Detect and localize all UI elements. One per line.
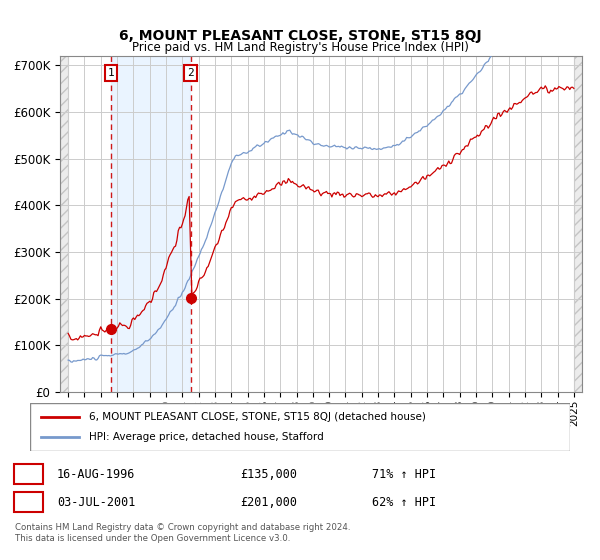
Bar — [60, 56, 68, 392]
Text: Price paid vs. HM Land Registry's House Price Index (HPI): Price paid vs. HM Land Registry's House … — [131, 41, 469, 54]
Text: 6, MOUNT PLEASANT CLOSE, STONE, ST15 8QJ: 6, MOUNT PLEASANT CLOSE, STONE, ST15 8QJ — [119, 29, 481, 44]
Bar — [111, 56, 190, 392]
Text: 2: 2 — [187, 68, 194, 78]
Text: 1: 1 — [107, 68, 114, 78]
Text: 71% ↑ HPI: 71% ↑ HPI — [372, 468, 436, 481]
Text: Contains HM Land Registry data © Crown copyright and database right 2024.
This d: Contains HM Land Registry data © Crown c… — [15, 524, 350, 543]
Text: £135,000: £135,000 — [240, 468, 297, 481]
Text: 6, MOUNT PLEASANT CLOSE, STONE, ST15 8QJ (detached house): 6, MOUNT PLEASANT CLOSE, STONE, ST15 8QJ… — [89, 412, 426, 422]
Text: £201,000: £201,000 — [240, 496, 297, 509]
Text: 03-JUL-2001: 03-JUL-2001 — [57, 496, 136, 509]
Text: 16-AUG-1996: 16-AUG-1996 — [57, 468, 136, 481]
Text: 62% ↑ HPI: 62% ↑ HPI — [372, 496, 436, 509]
Text: 2: 2 — [25, 496, 32, 509]
FancyBboxPatch shape — [30, 403, 570, 451]
Text: HPI: Average price, detached house, Stafford: HPI: Average price, detached house, Staf… — [89, 432, 324, 442]
Text: 1: 1 — [25, 468, 32, 481]
Bar — [60, 56, 68, 392]
Bar — [574, 56, 582, 392]
Bar — [574, 56, 582, 392]
